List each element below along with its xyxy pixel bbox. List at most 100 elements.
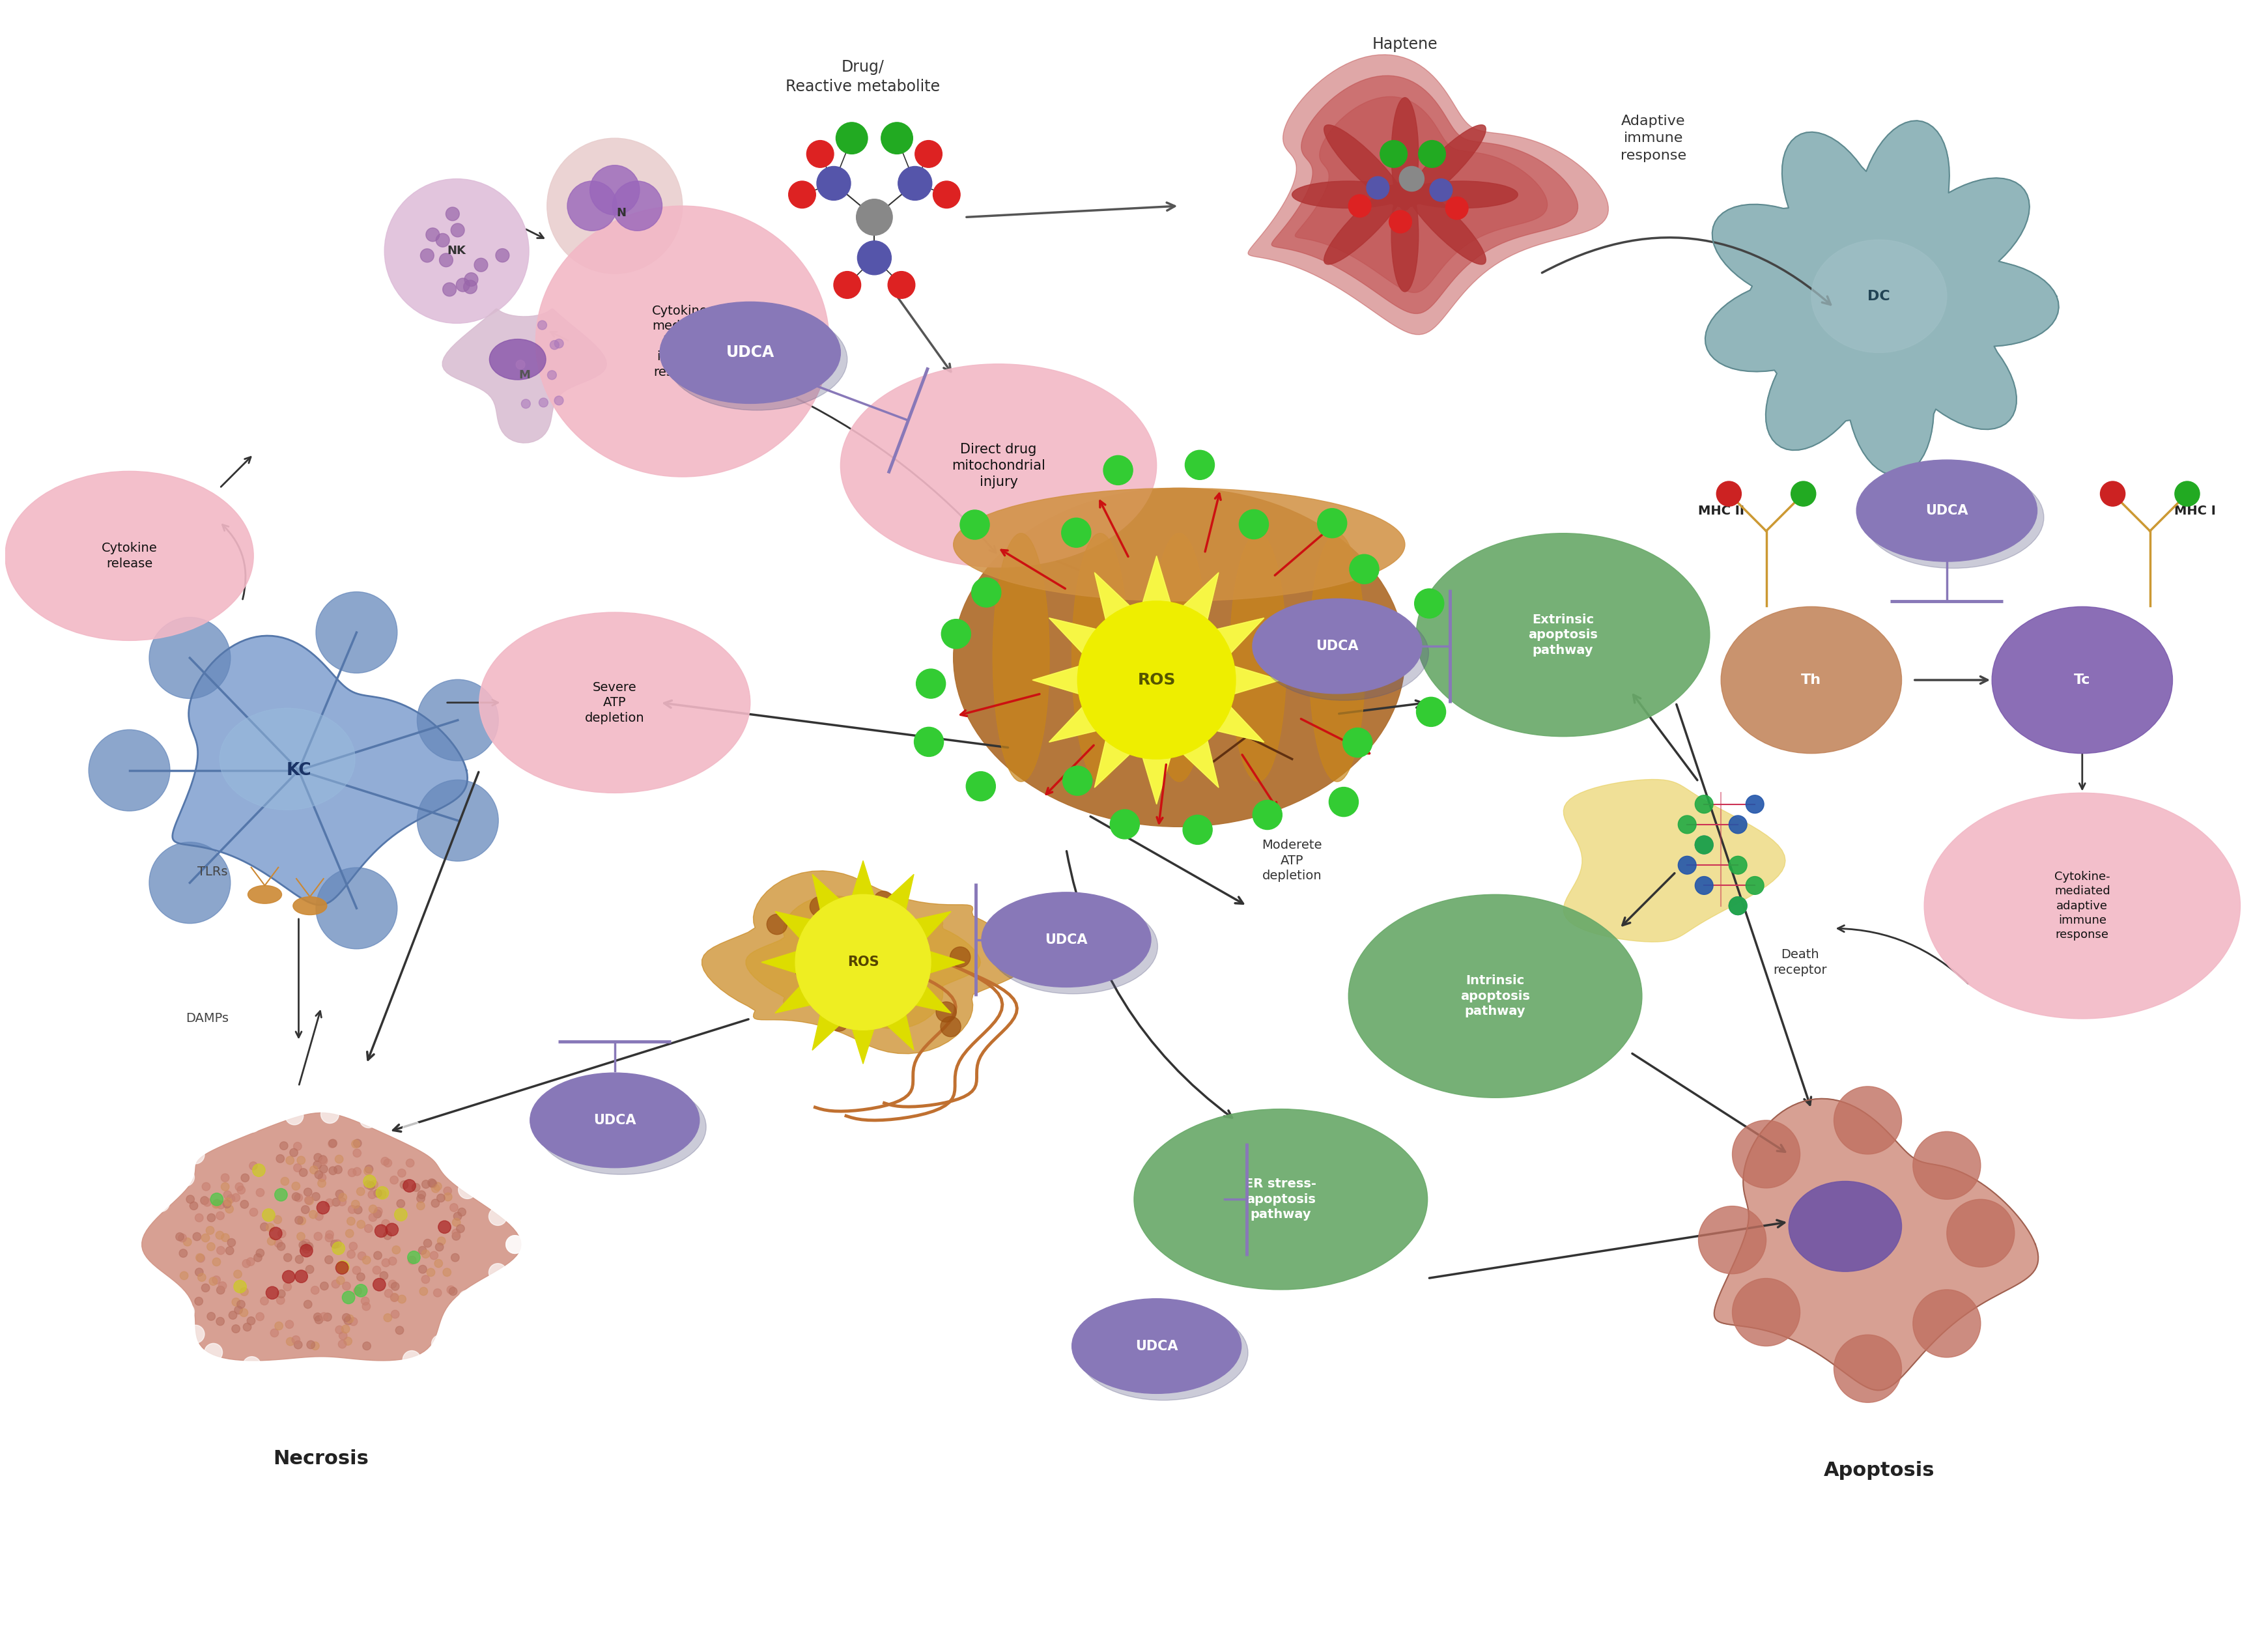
Circle shape bbox=[327, 1230, 333, 1238]
Circle shape bbox=[857, 241, 891, 274]
Circle shape bbox=[331, 1241, 345, 1254]
Circle shape bbox=[270, 1227, 281, 1240]
Circle shape bbox=[204, 1344, 222, 1362]
Circle shape bbox=[553, 339, 562, 347]
Circle shape bbox=[363, 1256, 370, 1264]
Circle shape bbox=[256, 1189, 265, 1197]
Circle shape bbox=[826, 907, 846, 926]
Circle shape bbox=[122, 1222, 141, 1240]
Circle shape bbox=[390, 1282, 399, 1290]
Circle shape bbox=[365, 1165, 372, 1173]
Circle shape bbox=[186, 1196, 195, 1204]
Circle shape bbox=[302, 1205, 308, 1213]
Circle shape bbox=[315, 1316, 322, 1324]
Circle shape bbox=[202, 1182, 211, 1191]
Circle shape bbox=[417, 1202, 424, 1210]
Circle shape bbox=[828, 956, 848, 975]
Circle shape bbox=[458, 1209, 465, 1217]
Circle shape bbox=[191, 1202, 197, 1210]
Circle shape bbox=[197, 1254, 204, 1262]
Text: UDCA: UDCA bbox=[1046, 933, 1089, 946]
Circle shape bbox=[342, 1282, 352, 1290]
Circle shape bbox=[433, 1182, 442, 1191]
Ellipse shape bbox=[293, 897, 327, 915]
Circle shape bbox=[547, 139, 683, 274]
Ellipse shape bbox=[490, 339, 547, 380]
Circle shape bbox=[352, 1266, 361, 1274]
Circle shape bbox=[293, 1182, 299, 1191]
Circle shape bbox=[247, 1316, 254, 1324]
Circle shape bbox=[240, 1200, 249, 1209]
Ellipse shape bbox=[1349, 894, 1642, 1098]
Circle shape bbox=[431, 1251, 438, 1259]
Circle shape bbox=[293, 1165, 302, 1173]
Circle shape bbox=[231, 1324, 240, 1333]
Polygon shape bbox=[1715, 1099, 2039, 1390]
Circle shape bbox=[383, 1160, 392, 1168]
Circle shape bbox=[1746, 876, 1765, 894]
Circle shape bbox=[1064, 767, 1093, 796]
Circle shape bbox=[426, 1269, 435, 1277]
Circle shape bbox=[950, 948, 971, 967]
Ellipse shape bbox=[1404, 181, 1517, 209]
Circle shape bbox=[417, 1194, 424, 1202]
Circle shape bbox=[336, 1326, 342, 1334]
Circle shape bbox=[281, 1178, 288, 1186]
Circle shape bbox=[1733, 1120, 1801, 1187]
Circle shape bbox=[290, 1148, 297, 1156]
Circle shape bbox=[299, 1244, 313, 1258]
Circle shape bbox=[311, 1192, 320, 1200]
Ellipse shape bbox=[1293, 181, 1404, 209]
Circle shape bbox=[218, 1282, 227, 1290]
Circle shape bbox=[333, 1166, 342, 1174]
Circle shape bbox=[204, 1127, 222, 1145]
Circle shape bbox=[807, 140, 835, 168]
Circle shape bbox=[404, 1179, 415, 1192]
Circle shape bbox=[1379, 643, 1408, 672]
Circle shape bbox=[274, 1215, 281, 1223]
Ellipse shape bbox=[667, 308, 848, 411]
Circle shape bbox=[1418, 696, 1445, 726]
Circle shape bbox=[247, 1258, 254, 1266]
Text: MHC I: MHC I bbox=[2175, 504, 2216, 517]
Circle shape bbox=[354, 1150, 361, 1156]
Circle shape bbox=[887, 271, 914, 298]
Circle shape bbox=[195, 1254, 204, 1262]
Ellipse shape bbox=[220, 708, 356, 811]
Circle shape bbox=[197, 1274, 206, 1282]
Text: DAMPs: DAMPs bbox=[186, 1013, 229, 1024]
Circle shape bbox=[431, 1137, 449, 1155]
Circle shape bbox=[320, 1365, 338, 1383]
Circle shape bbox=[333, 1240, 342, 1248]
Ellipse shape bbox=[1080, 1305, 1247, 1401]
Circle shape bbox=[381, 1220, 390, 1228]
Circle shape bbox=[277, 1155, 284, 1163]
Circle shape bbox=[916, 669, 946, 698]
Circle shape bbox=[390, 1176, 399, 1184]
Circle shape bbox=[1077, 600, 1236, 758]
Circle shape bbox=[315, 1212, 322, 1220]
Circle shape bbox=[397, 1169, 406, 1178]
Circle shape bbox=[420, 250, 433, 263]
Polygon shape bbox=[701, 871, 1025, 1054]
Polygon shape bbox=[1032, 556, 1281, 804]
Circle shape bbox=[887, 956, 907, 977]
Circle shape bbox=[331, 1240, 338, 1248]
Circle shape bbox=[474, 258, 488, 272]
Circle shape bbox=[299, 1241, 306, 1249]
Circle shape bbox=[349, 1243, 358, 1251]
Ellipse shape bbox=[1309, 533, 1365, 781]
Circle shape bbox=[1105, 455, 1132, 484]
Circle shape bbox=[365, 1181, 372, 1189]
Text: Direct drug
mitochondrial
injury: Direct drug mitochondrial injury bbox=[953, 444, 1046, 488]
Circle shape bbox=[388, 1280, 397, 1288]
Circle shape bbox=[363, 1174, 376, 1187]
Circle shape bbox=[179, 1272, 188, 1280]
Circle shape bbox=[1694, 835, 1712, 855]
Circle shape bbox=[390, 1310, 399, 1318]
Circle shape bbox=[236, 1300, 245, 1308]
Ellipse shape bbox=[1415, 533, 1710, 737]
Circle shape bbox=[329, 1166, 338, 1174]
Circle shape bbox=[195, 1297, 202, 1305]
Circle shape bbox=[882, 122, 912, 153]
